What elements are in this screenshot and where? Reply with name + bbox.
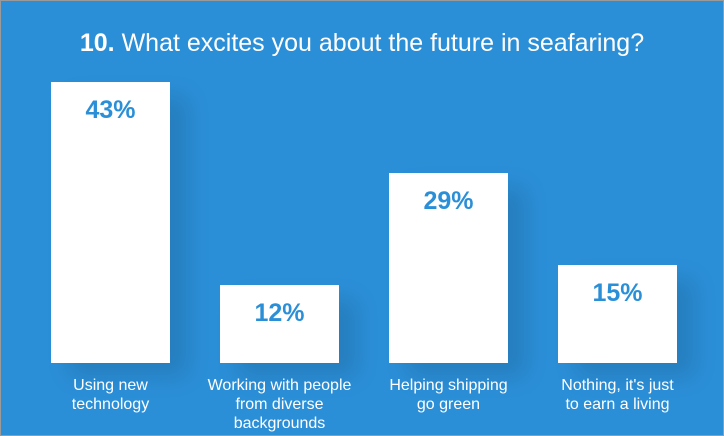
value-label: 43%: [85, 96, 136, 124]
category-label: Helping shipping go green: [389, 377, 508, 413]
chart-title: What excites you about the future in sea…: [121, 29, 645, 57]
value-label: 12%: [254, 298, 305, 327]
bar: [220, 284, 339, 363]
chart-title-row: 10. What excites you about the future in…: [1, 29, 723, 58]
value-label: 29%: [423, 187, 474, 216]
bar: [51, 82, 170, 363]
bar: [558, 264, 677, 363]
question-number: 10.: [79, 29, 115, 57]
category-label: Working with people from diverse backgro…: [207, 377, 352, 432]
value-label: 15%: [592, 278, 643, 307]
category-label: Nothing, it's just to earn a living: [561, 377, 674, 413]
bar: [389, 173, 508, 363]
category-label: Using new technology: [71, 377, 150, 413]
